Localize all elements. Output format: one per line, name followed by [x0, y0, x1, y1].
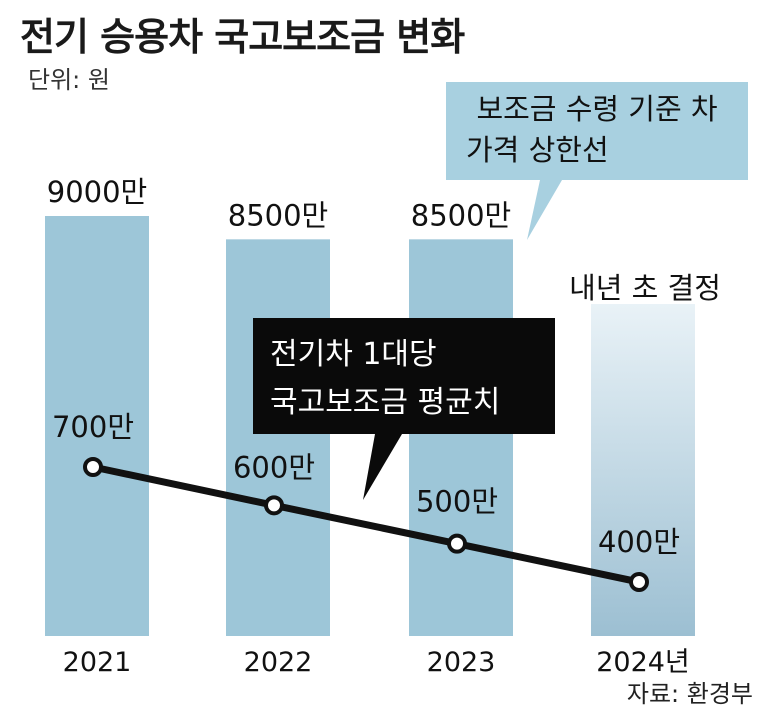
- bar-label-2023: 8500만: [411, 198, 511, 232]
- avg-subsidy-callout-box: [253, 318, 555, 500]
- avg-subsidy-point-2021: [83, 457, 103, 477]
- unit-label: 단위: 원: [28, 66, 110, 94]
- bar-label-pending: 내년 초 결정: [569, 271, 721, 305]
- x-tick-2024년: 2024년: [596, 647, 690, 678]
- x-tick-2021: 2021: [63, 647, 132, 678]
- price-cap-callout-line2: 가격 상한선: [466, 133, 609, 167]
- x-tick-2023: 2023: [427, 647, 496, 678]
- bar-label-2022: 8500만: [228, 198, 328, 232]
- source-note: 자료: 환경부: [626, 680, 753, 708]
- price-cap-callout-line1: 보조금 수령 기준 차: [476, 92, 717, 126]
- avg-subsidy-callout-line1: 전기차 1대당: [270, 337, 437, 372]
- avg-subsidy-label-2024년: 400만: [598, 525, 680, 559]
- bar-2023: [409, 239, 513, 637]
- price-cap-callout-box: [446, 82, 748, 240]
- chart-title: 전기 승용차 국고보조금 변화: [20, 15, 465, 59]
- bar-2022: [226, 239, 330, 637]
- avg-subsidy-label-2021: 700만: [52, 410, 134, 444]
- avg-subsidy-label-2022: 600만: [233, 450, 315, 484]
- avg-subsidy-label-2023: 500만: [416, 485, 498, 519]
- avg-subsidy-callout-line2: 국고보조금 평균치: [270, 385, 500, 420]
- bar-label-2021: 9000만: [47, 175, 147, 209]
- avg-subsidy-point-2022: [264, 495, 284, 516]
- x-tick-2022: 2022: [244, 647, 313, 678]
- bar-2021: [45, 216, 149, 636]
- avg-subsidy-line: [92, 463, 640, 586]
- avg-subsidy-point-2024년: [629, 572, 649, 592]
- avg-subsidy-point-2023: [447, 533, 467, 554]
